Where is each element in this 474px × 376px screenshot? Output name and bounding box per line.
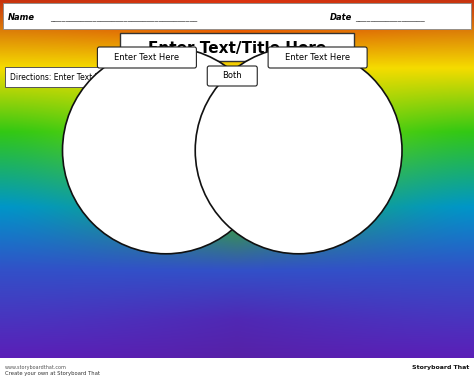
Text: Date: Date <box>330 12 352 21</box>
Text: Enter Text Here: Enter Text Here <box>285 53 350 62</box>
Text: Both: Both <box>222 71 242 80</box>
FancyBboxPatch shape <box>268 47 367 68</box>
Circle shape <box>63 47 269 254</box>
Text: Create your own at Storyboard That: Create your own at Storyboard That <box>5 370 100 376</box>
FancyBboxPatch shape <box>120 33 354 61</box>
FancyBboxPatch shape <box>3 3 471 29</box>
Text: Storyboard That: Storyboard That <box>412 364 469 370</box>
Text: www.storyboardthat.com: www.storyboardthat.com <box>5 364 67 370</box>
FancyBboxPatch shape <box>207 66 257 86</box>
Text: __________________: __________________ <box>355 14 425 23</box>
Text: Name: Name <box>8 12 35 21</box>
FancyBboxPatch shape <box>5 67 300 87</box>
Circle shape <box>195 47 402 254</box>
Text: Enter Text/Title Here: Enter Text/Title Here <box>148 41 326 56</box>
FancyBboxPatch shape <box>97 47 196 68</box>
Text: Directions: Enter Text Here: Directions: Enter Text Here <box>10 73 113 82</box>
Text: Enter Text Here: Enter Text Here <box>114 53 180 62</box>
Text: ______________________________________: ______________________________________ <box>50 14 197 23</box>
FancyBboxPatch shape <box>0 358 474 376</box>
